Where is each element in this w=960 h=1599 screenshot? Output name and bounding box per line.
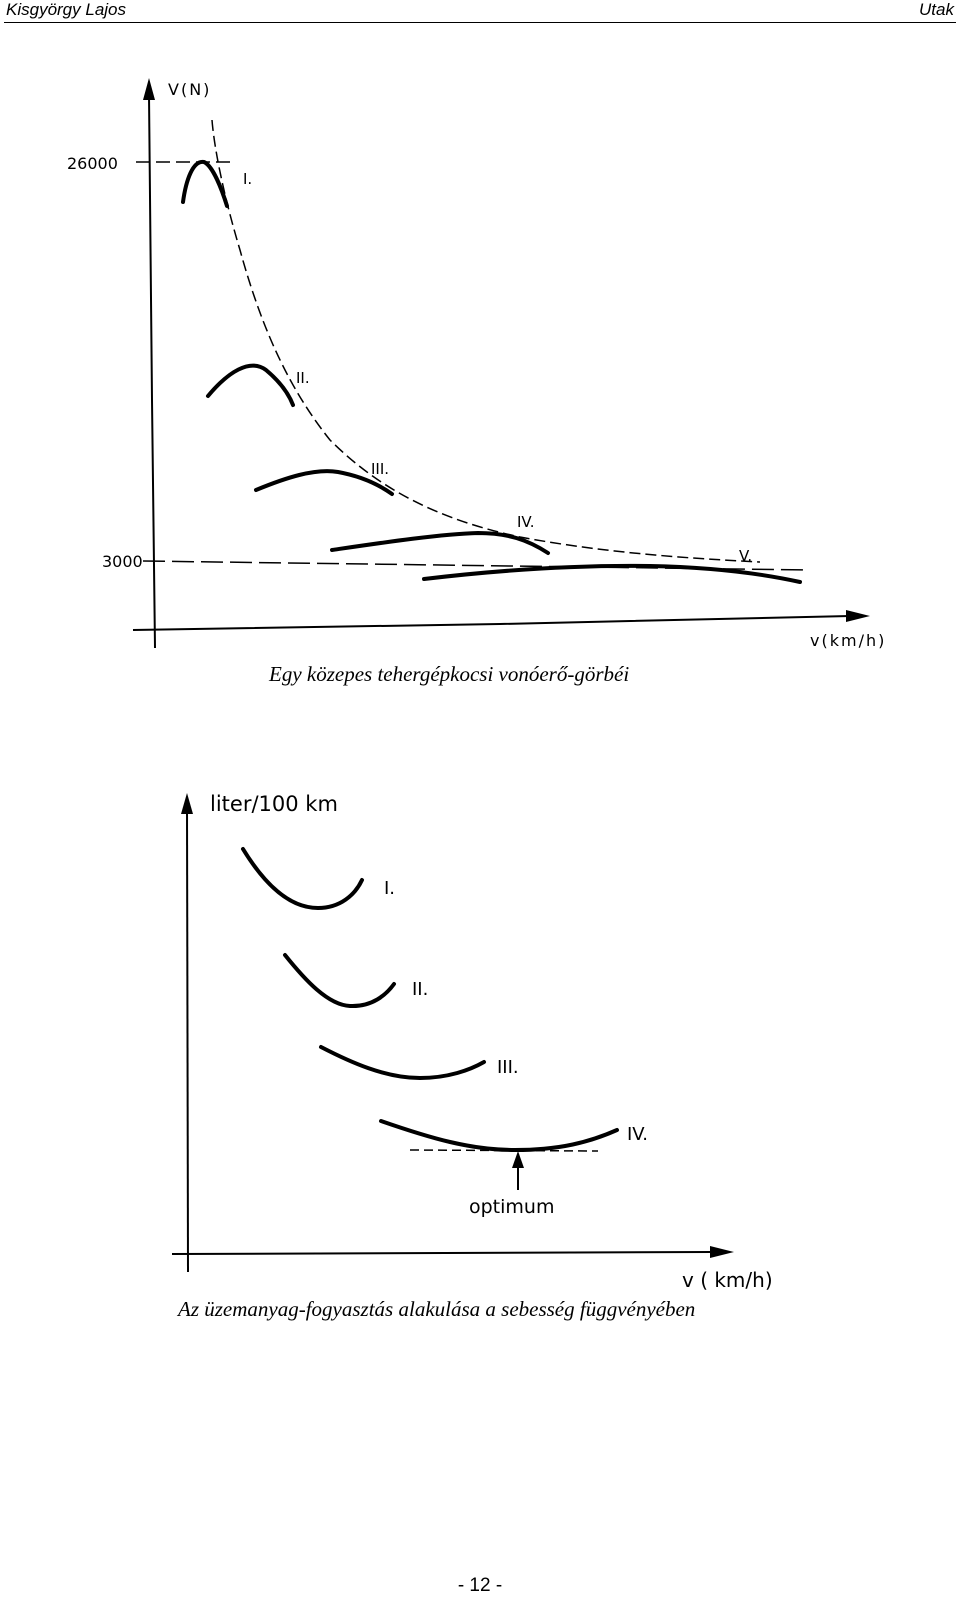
fig2-curve-label-I: I.: [384, 878, 395, 899]
header-author: Kisgyörgy Lajos: [6, 0, 127, 19]
fig2-y-axis-label: liter/100 km: [210, 792, 338, 816]
fig1-curve-I: [181, 159, 229, 208]
fig1-y-arrowhead: [143, 78, 155, 100]
fig2-optimum-arrowhead: [512, 1151, 524, 1168]
fig1-curve-label-III: III.: [371, 460, 389, 478]
fig2-x-axis: [171, 1251, 713, 1255]
fig1-curve-III: [254, 469, 394, 496]
fig2-curve-II: [283, 953, 396, 1009]
fig1-x-axis: [132, 615, 851, 631]
fig1-y-axis: [148, 94, 156, 649]
fig2-x-arrowhead: [710, 1246, 734, 1258]
fig2-curve-IV: [379, 1119, 619, 1153]
fig1-x-arrowhead: [846, 610, 870, 622]
fig1-x-axis-label: v(km/h): [810, 631, 886, 650]
fig1-curve-label-V: V.: [739, 547, 752, 565]
fig2-curve-label-IV: IV.: [627, 1124, 648, 1145]
fig1-curve-label-IV: IV.: [517, 513, 535, 531]
fig2-optimum-label: optimum: [469, 1196, 554, 1218]
fig1-curve-IV: [330, 530, 550, 555]
fig1-caption: Egy közepes tehergépkocsi vonóerő-görbéi: [269, 662, 630, 686]
fig1-tick-label-3000: 3000: [102, 552, 143, 571]
fig1-envelope-curve: [211, 119, 761, 563]
tractive-force-diagram: V(N) v(km/h) 26000 3000 I. II. III. IV. …: [67, 78, 886, 650]
fuel-consumption-diagram: liter/100 km v ( km/h) I. II. III. IV. o…: [171, 792, 773, 1292]
page-header: Kisgyörgy Lajos Utak: [4, 0, 956, 23]
fig2-caption: Az üzemanyag-fogyasztás alakulása a sebe…: [178, 1297, 696, 1321]
page-number: - 12 -: [457, 1575, 503, 1596]
fig1-curve-label-I: I.: [243, 170, 252, 188]
fig2-curve-label-II: II.: [412, 979, 428, 1000]
fig2-y-arrowhead: [181, 793, 193, 814]
fig2-optimum-tangent: [409, 1149, 599, 1152]
fig1-curve-II: [206, 363, 295, 407]
fig1-tick-label-26000: 26000: [67, 154, 118, 173]
fig2-curve-label-III: III.: [497, 1057, 519, 1078]
fig2-curve-III: [319, 1045, 486, 1081]
fig2-x-axis-label: v ( km/h): [682, 1268, 773, 1292]
fig2-y-axis: [186, 807, 189, 1273]
header-title: Utak: [919, 0, 954, 19]
fig1-y-axis-label: V(N): [168, 80, 211, 99]
fig1-curve-V: [422, 563, 802, 584]
fig2-curve-I: [241, 847, 364, 911]
fig1-curve-label-II: II.: [296, 369, 310, 387]
